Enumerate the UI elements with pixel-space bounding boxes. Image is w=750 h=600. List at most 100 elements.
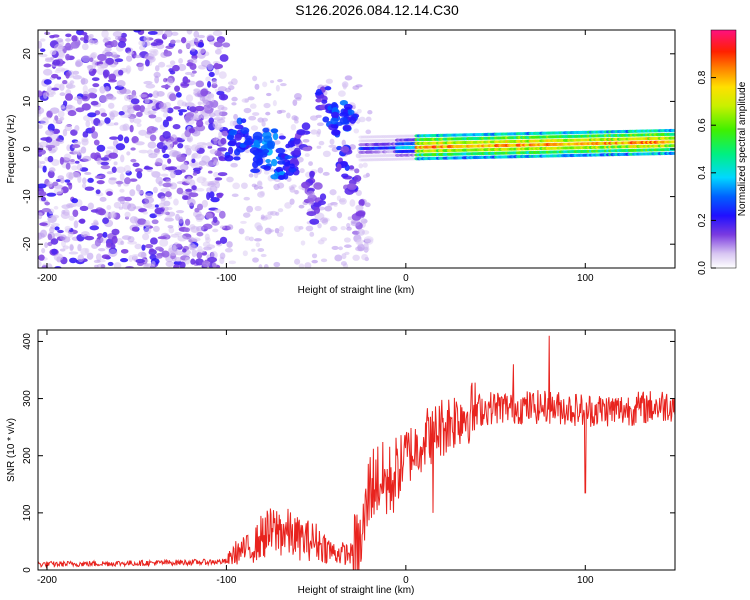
spectrum-blob bbox=[230, 162, 238, 168]
spectrum-blob bbox=[99, 196, 107, 202]
spectrum-blob bbox=[49, 34, 55, 39]
spectrum-blob bbox=[81, 138, 89, 146]
spectrum-blob bbox=[248, 173, 254, 178]
spectrum-blob bbox=[87, 112, 97, 118]
spectrum-blob bbox=[59, 156, 64, 165]
snr-panel: -200 -100 0 100 0 100 200 300 400 Height of str… bbox=[6, 329, 676, 596]
spectrum-blob bbox=[670, 132, 675, 136]
spectrum-blob bbox=[269, 210, 278, 216]
spectrum-blob bbox=[250, 125, 259, 131]
spectrum-blob bbox=[165, 260, 175, 267]
spectrum-blob bbox=[134, 54, 142, 59]
spectrum-blob bbox=[197, 245, 203, 253]
spectrum-blob bbox=[165, 166, 175, 171]
spectrum-blob bbox=[264, 214, 272, 220]
spectrum-blob bbox=[208, 71, 215, 78]
spectrum-blob bbox=[51, 87, 60, 91]
spectrum-blob bbox=[127, 236, 135, 243]
spectrum-blob bbox=[218, 71, 227, 79]
spectrum-blob bbox=[82, 177, 87, 185]
spectrum-blob bbox=[130, 98, 140, 105]
spectrum-blob bbox=[331, 101, 338, 108]
spectrum-blob bbox=[143, 80, 153, 85]
spectrum-blob bbox=[355, 240, 362, 246]
spectrum-blob bbox=[157, 236, 167, 240]
spectrum-blob bbox=[64, 124, 72, 132]
spectrum-blob bbox=[94, 264, 99, 268]
spectrum-blob bbox=[174, 256, 182, 263]
spectrum-blob bbox=[230, 78, 238, 86]
snr-y-label: SNR (10 * v/v) bbox=[6, 418, 17, 482]
spectrum-blob bbox=[264, 227, 272, 235]
spectrum-blob bbox=[95, 175, 102, 179]
spectrum-blob bbox=[244, 98, 249, 103]
x-tick-label: 100 bbox=[577, 273, 594, 284]
spectrum-blob bbox=[198, 48, 206, 54]
spectrum-blob bbox=[106, 242, 112, 248]
spectrum-blob bbox=[190, 244, 198, 250]
spectrum-blob bbox=[123, 89, 132, 95]
spectrum-blob bbox=[243, 107, 252, 114]
spectrum-blob bbox=[40, 48, 46, 53]
spectrum-blob bbox=[148, 114, 157, 119]
spectrum-blob bbox=[288, 166, 297, 173]
spectrum-blob bbox=[206, 187, 212, 193]
spectrum-blob bbox=[252, 257, 259, 263]
spectrum-blob bbox=[91, 131, 99, 139]
spectrum-blob bbox=[262, 127, 270, 133]
spectrum-blob bbox=[173, 106, 181, 110]
spectrum-blob bbox=[108, 102, 115, 109]
snr-y-ticks: 0 100 200 300 400 bbox=[22, 333, 675, 573]
spectrum-blob bbox=[107, 96, 117, 100]
spectrum-blob bbox=[131, 136, 139, 144]
spectrum-blob bbox=[142, 211, 149, 215]
spectrum-blob bbox=[207, 182, 216, 187]
spectrum-blob bbox=[175, 39, 182, 43]
spectrum-blob bbox=[143, 202, 153, 208]
spectrum-blob bbox=[108, 152, 118, 159]
spectrum-blob bbox=[194, 258, 204, 266]
spectrum-blob bbox=[177, 99, 185, 107]
spectrum-blob bbox=[214, 48, 222, 55]
spectrum-blob bbox=[123, 136, 130, 144]
spectrum-blob bbox=[90, 100, 99, 106]
spectrum-blob bbox=[315, 88, 322, 96]
spectrum-blob bbox=[342, 124, 352, 132]
spectrum-blob bbox=[202, 100, 210, 106]
spectrum-blob bbox=[670, 151, 675, 155]
spectrum-blob bbox=[209, 148, 218, 155]
spectrum-blob bbox=[84, 235, 95, 241]
spectrum-blob bbox=[67, 110, 77, 117]
spectrum-blob bbox=[50, 238, 59, 245]
spectrum-blob bbox=[293, 225, 301, 233]
spectrum-blob bbox=[182, 162, 189, 170]
spectrum-blob bbox=[207, 170, 213, 174]
x-tick-label: -200 bbox=[37, 575, 57, 586]
spectrum-blob bbox=[150, 237, 158, 245]
spectrum-blob bbox=[113, 161, 118, 166]
spectrum-blob bbox=[96, 233, 104, 238]
y-tick-label: 300 bbox=[22, 390, 33, 407]
spectrum-blob bbox=[338, 90, 346, 97]
spectrum-blob bbox=[154, 204, 159, 208]
spectrum-blob bbox=[200, 113, 210, 120]
spectrum-blob bbox=[182, 194, 189, 200]
spectrum-blob bbox=[162, 119, 170, 128]
spectrum-blob bbox=[309, 218, 320, 225]
spectrum-blob bbox=[353, 174, 362, 182]
spectrum-blob bbox=[329, 189, 337, 196]
spectrum-blob bbox=[69, 80, 75, 85]
spectrum-blob bbox=[47, 123, 55, 132]
spectrum-blob bbox=[311, 259, 318, 264]
spectrum-blob bbox=[221, 130, 229, 136]
spectrum-blob bbox=[304, 153, 310, 158]
spectrum-blob bbox=[49, 107, 60, 114]
spectrum-blob bbox=[306, 211, 317, 217]
spectrum-blob bbox=[201, 155, 211, 164]
spectrum-blob bbox=[186, 135, 194, 143]
y-tick-label: 0 bbox=[22, 567, 33, 573]
spectrum-blob bbox=[212, 120, 218, 129]
spectrum-blob bbox=[221, 106, 228, 111]
spectrum-blob bbox=[213, 41, 223, 48]
spectrum-blob bbox=[79, 37, 85, 41]
